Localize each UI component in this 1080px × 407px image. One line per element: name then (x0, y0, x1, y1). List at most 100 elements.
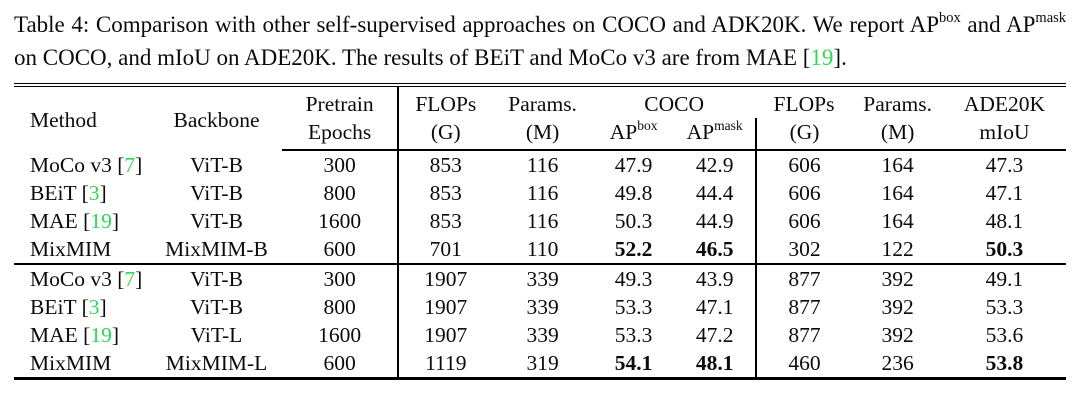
cell-flops-seg: 877 (754, 263, 853, 293)
col-header-params-seg: Params. (863, 92, 932, 116)
table-caption: Table 4: Comparison with other self-supe… (14, 8, 1066, 74)
col-header-ade20k: ADE20K (963, 92, 1046, 116)
cell-method: MoCo v3 [7] (30, 152, 143, 177)
cell-ap-mask: 42.9 (695, 153, 734, 177)
cell-epochs: 300 (282, 263, 398, 293)
cell-params-det: 116 (526, 153, 559, 177)
cell-miou: 50.3 (985, 237, 1024, 261)
caption-superscript-mask: mask (1035, 9, 1066, 26)
table-row: MAE [19] ViT-B 1600 853 116 50.3 44.9 606 164 48.… (14, 207, 1066, 235)
cell-params-seg: 164 (881, 153, 914, 177)
col-header-backbone: Backbone (173, 108, 260, 132)
header-row-bottom: Epochs (G) (M) APbox APmask (G) (M) mIoU (14, 118, 1066, 151)
cell-epochs: 1600 (318, 323, 362, 347)
cell-miou: 53.6 (985, 323, 1024, 347)
cell-ap-box: 53.3 (614, 295, 653, 319)
cell-epochs: 300 (323, 153, 356, 177)
cell-backbone: MixMIM-B (165, 237, 268, 261)
citation-ref[interactable]: 19 (90, 209, 112, 233)
cell-params-det: 339 (492, 263, 593, 293)
citation-ref[interactable]: 7 (124, 267, 136, 291)
citation-ref[interactable]: 19 (90, 323, 112, 347)
ap-mask-superscript: mask (714, 118, 743, 133)
cell-ap-mask: 46.5 (695, 237, 734, 261)
caption-text: Table 4: Comparison with other self-supe… (14, 12, 940, 37)
cell-flops-seg: 460 (754, 349, 853, 379)
col-header-flops-seg-unit: (G) (754, 118, 853, 151)
table-body: MoCo v3 [7] ViT-B 300 853 116 47.9 42.9 606 164 4… (14, 150, 1066, 379)
cell-ap-box: 49.8 (614, 181, 653, 205)
cell-ap-mask: 48.1 (695, 351, 734, 375)
table-row: MixMIM MixMIM-B 600 701 110 52.2 46.5 302 122 50.… (14, 235, 1066, 264)
citation-ref[interactable]: 3 (88, 295, 100, 319)
cell-method: MoCo v3 [7] (14, 263, 151, 293)
cell-miou: 53.3 (985, 295, 1024, 319)
ap-label: AP (686, 120, 715, 144)
cell-flops-det: 1907 (396, 293, 493, 321)
cell-params-det: 116 (526, 181, 559, 205)
cell-miou: 48.1 (985, 209, 1024, 233)
cell-ap-box: 50.3 (614, 209, 653, 233)
cell-ap-mask: 44.4 (695, 181, 734, 205)
cell-flops-det: 1119 (396, 349, 493, 379)
cell-method: BEiT [3] (30, 181, 107, 205)
cell-method: MixMIM (30, 237, 112, 261)
cell-params-det: 110 (526, 237, 559, 261)
cell-flops-det: 853 (396, 150, 493, 179)
cell-flops-seg: 606 (754, 179, 853, 207)
ap-label: AP (609, 120, 638, 144)
caption-text: ]. (833, 45, 847, 70)
cell-params-det: 339 (526, 323, 559, 347)
cell-ap-box: 54.1 (614, 351, 653, 375)
cell-ap-mask: 43.9 (674, 263, 756, 293)
col-header-pretrain: Pretrain (305, 92, 374, 116)
cell-ap-mask: 47.2 (695, 323, 734, 347)
cell-flops-seg: 606 (754, 150, 853, 179)
col-header-flops-det: FLOPs (396, 85, 493, 118)
table-row: MoCo v3 [7] ViT-B 300 853 116 47.9 42.9 606 164 4… (14, 150, 1066, 179)
cell-flops-seg: 606 (754, 207, 853, 235)
col-header-flops-seg: FLOPs (773, 92, 835, 116)
citation-ref[interactable]: 19 (810, 45, 834, 70)
cell-flops-det: 853 (396, 207, 493, 235)
cell-params-seg: 236 (881, 351, 914, 375)
cell-backbone: ViT-L (190, 323, 243, 347)
col-header-epochs: Epochs (282, 118, 398, 151)
cell-ap-mask: 44.9 (695, 209, 734, 233)
table-row: MoCo v3 [7] ViT-B 300 1907 339 49.3 43.9 877 392… (14, 263, 1066, 293)
cell-method: MAE [19] (30, 209, 119, 233)
cell-flops-seg: 877 (754, 293, 853, 321)
cell-flops-seg: 877 (754, 321, 853, 349)
cell-backbone: ViT-B (190, 181, 243, 205)
cell-epochs: 800 (323, 295, 356, 319)
paper-page: Table 4: Comparison with other self-supe… (14, 8, 1066, 380)
table-row: BEiT [3] ViT-B 800 1907 339 53.3 47.1 877 392 53.… (14, 293, 1066, 321)
ap-box-superscript: box (637, 118, 658, 133)
cell-epochs: 1600 (318, 209, 362, 233)
header-row-top: Method Backbone Pretrain FLOPs Params. C… (14, 85, 1066, 132)
cell-epochs: 800 (323, 181, 356, 205)
cell-flops-det: 853 (396, 179, 493, 207)
col-header-miou: mIoU (942, 118, 1066, 151)
cell-backbone: MixMIM-L (165, 351, 268, 375)
cell-flops-det: 701 (396, 235, 493, 264)
col-header-ap-mask: APmask (674, 118, 756, 151)
citation-ref[interactable]: 3 (88, 181, 100, 205)
cell-method: MAE [19] (30, 323, 119, 347)
citation-ref[interactable]: 7 (124, 152, 136, 177)
results-table: Method Backbone Pretrain FLOPs Params. C… (14, 83, 1066, 380)
col-header-params-seg-unit: (M) (852, 118, 943, 151)
cell-flops-det: 1907 (396, 263, 493, 293)
table-row: MixMIM MixMIM-L 600 1119 319 54.1 48.1 460 236 53… (14, 349, 1066, 379)
col-header-method: Method (30, 108, 97, 132)
cell-params-seg: 164 (881, 181, 914, 205)
cell-params-seg: 122 (881, 237, 914, 261)
cell-params-seg: 392 (881, 323, 914, 347)
cell-params-seg: 164 (881, 209, 914, 233)
cell-miou: 47.3 (985, 153, 1024, 177)
col-header-coco: COCO (644, 92, 704, 116)
cell-params-det: 319 (526, 351, 559, 375)
cell-ap-box: 53.3 (614, 323, 653, 347)
table-row: BEiT [3] ViT-B 800 853 116 49.8 44.4 606 164 47.1 (14, 179, 1066, 207)
cell-miou: 53.8 (985, 351, 1024, 375)
